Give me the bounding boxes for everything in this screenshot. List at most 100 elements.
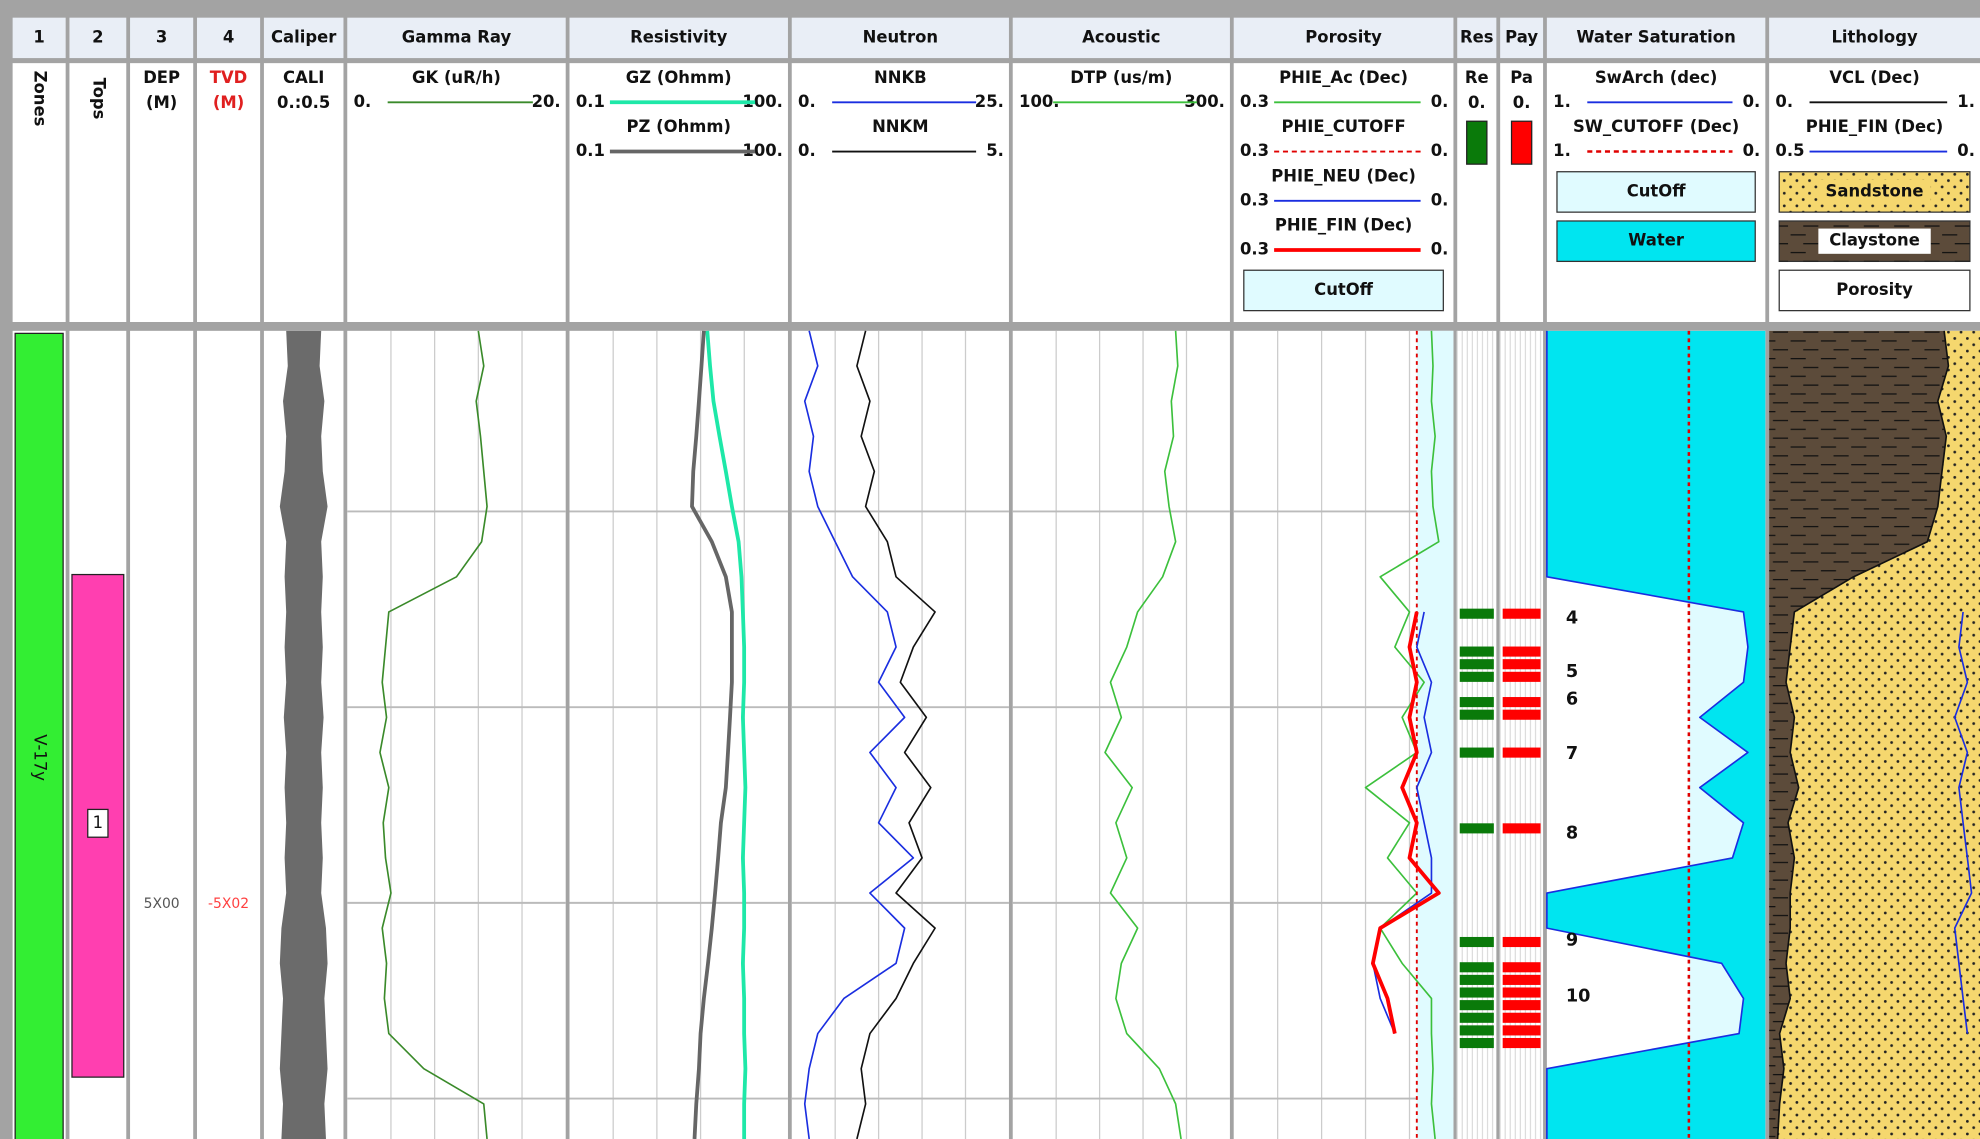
zone-number: 6 [1566,690,1578,710]
flag [1459,697,1494,708]
flag [1459,936,1494,948]
zone-number: 5 [1566,662,1578,682]
scale-min: 0.5 [1775,141,1804,160]
flag-legend [1466,120,1488,165]
sand-pattern [1777,330,1980,1139]
scale-max: 1. [1957,92,1975,111]
scale-min: 0. [798,92,816,111]
scale-max: 0. [1743,141,1761,160]
flag [1459,659,1494,670]
zone-number: 10 [1566,986,1591,1006]
flag [1459,1000,1494,1011]
data-cell [791,330,1009,1139]
top-label: 1 [93,813,103,832]
legend-box-label: CutOff [1314,280,1374,299]
curve-name: PHIE_NEU (Dec) [1271,166,1416,185]
scale-max: 5. [986,141,1004,160]
flag [1502,659,1541,670]
scale-min: 0.3 [1240,190,1269,209]
header-label: 0. [1513,93,1531,112]
flag [1459,962,1494,973]
flag [1502,1037,1541,1049]
legend-cell [569,63,788,323]
legend-cell [196,63,261,323]
track-title-cell [347,17,566,59]
scale-min: 0. [1775,92,1793,111]
legend-box-label: Claystone [1829,231,1920,250]
curve-name: PHIE_FIN (Dec) [1806,117,1944,136]
track-title: 3 [156,27,167,46]
flag [1459,747,1494,758]
legend-cell [12,63,66,323]
scale-min: 0. [354,92,372,111]
data-cell [130,330,194,1139]
track-title-cell [1457,17,1497,59]
track-title: Caliper [271,27,337,46]
flag [1502,646,1541,657]
legend-box [1778,269,1971,312]
legend-cell [69,63,127,323]
track-title: 4 [223,27,234,46]
curve [1953,611,1973,1034]
header-label: (M) [146,93,177,112]
curve-name: PHIE_FIN (Dec) [1275,216,1413,235]
scale-max: 100. [742,92,782,111]
header-label: 0.:0.5 [277,93,330,112]
legend-box-label: CutOff [1627,181,1687,200]
flag-legend [1510,120,1533,165]
legend-cell [263,63,344,323]
curve-name: VCL (Dec) [1829,68,1919,87]
legend-cell [1457,63,1497,323]
flag [1459,608,1494,619]
flag [1459,987,1494,998]
flag [1459,671,1494,682]
curve-name: PHIE_CUTOFF [1281,117,1405,136]
flag [1502,1012,1541,1023]
track-title-cell [263,17,344,59]
curve-name: PHIE_Ac (Dec) [1279,68,1408,87]
legend-cell [1012,63,1230,323]
track-title: Porosity [1305,27,1382,46]
track-title: 2 [92,27,103,46]
flag [1502,823,1541,834]
flag [1502,987,1541,998]
track-title: Res [1460,27,1494,46]
track-title: Resistivity [630,27,728,46]
flag [1459,823,1494,834]
depth-label: -5X02 [208,896,249,912]
curve [1370,611,1441,1034]
legend-cell [791,63,1009,323]
zone-label: V-17y [31,734,50,781]
curve-name: NNKM [872,117,929,136]
curve-name: GK (uR/h) [412,68,501,87]
header-label: TVD [210,68,248,87]
curve-name: SwArch (dec) [1595,68,1717,87]
legend-cell [347,63,566,323]
scale-max: 20. [532,92,561,111]
track-title: Neutron [863,27,938,46]
flag [1502,1025,1541,1036]
flag [1459,709,1494,720]
curve-name: SW_CUTOFF (Dec) [1573,117,1739,136]
track-title-cell [1769,17,1980,59]
legend-box-label: Water [1628,231,1685,250]
legend-label-bg [1818,228,1931,254]
track-title: Acoustic [1082,27,1160,46]
legend-label-bg [1818,179,1931,205]
track-title: 1 [33,27,44,46]
data-cell [347,330,566,1139]
legend-box [1243,269,1444,312]
header-label: (M) [213,93,244,112]
zone-number: 4 [1566,609,1578,629]
scale-min: 0.1 [576,92,605,111]
flag [1502,1000,1541,1011]
curve [856,330,936,1139]
scale-min: 1. [1553,141,1571,160]
legend-box-label: Porosity [1836,280,1913,299]
zone-bar [14,332,64,1139]
curve-name: GZ (Ohmm) [626,68,732,87]
track-title-cell [12,17,66,59]
flag [1502,697,1541,708]
clay-pattern [1769,330,1949,1139]
